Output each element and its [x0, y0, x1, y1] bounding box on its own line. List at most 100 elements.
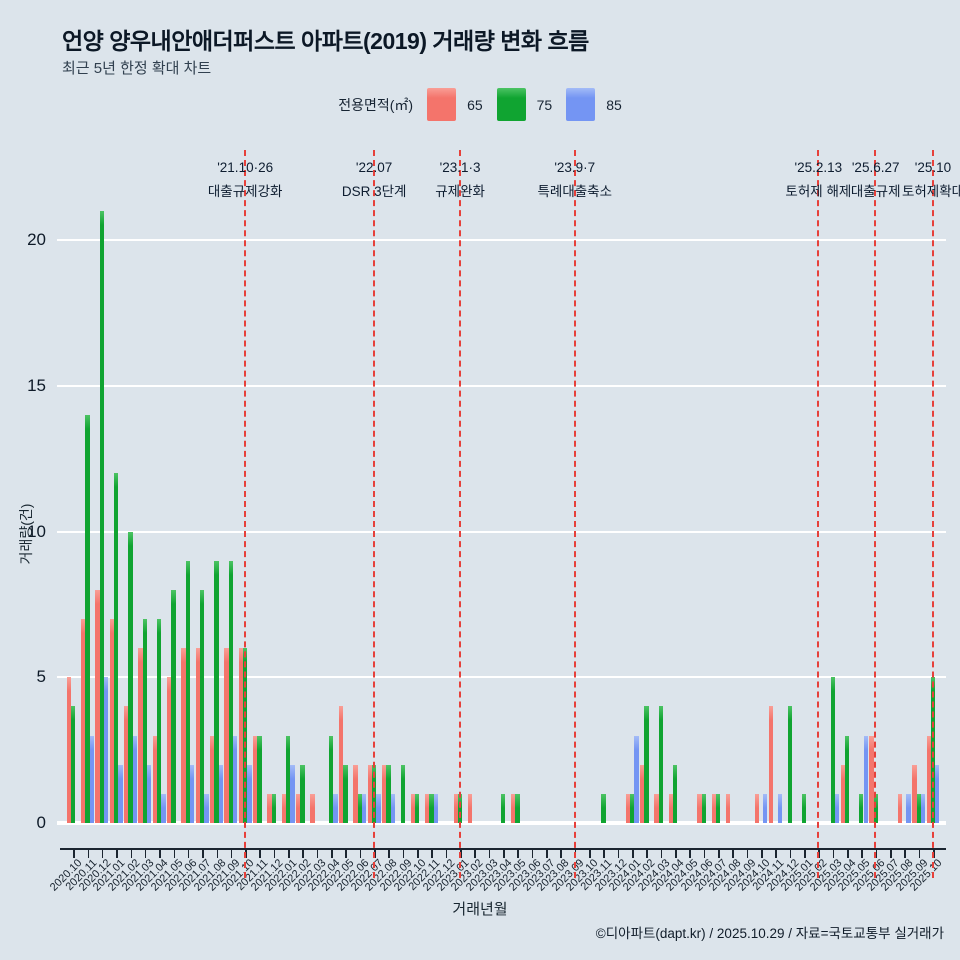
gridline-y-10: [57, 530, 946, 533]
bar-2024.04-75: [672, 764, 678, 823]
x-tick: [603, 850, 605, 858]
bar-2025.04-65: [840, 764, 845, 823]
bar-2020.10-75: [71, 706, 76, 823]
bar-2020.12-85: [104, 677, 109, 823]
event-date: '22.07: [355, 160, 393, 175]
bar-2022.08-65: [382, 764, 387, 823]
x-tick: [847, 850, 849, 858]
bar-2023.05-65: [510, 793, 516, 823]
event-date: '25.2.13: [794, 160, 843, 175]
gridline-y-5: [57, 676, 946, 679]
event-label: 대출규제: [850, 184, 901, 199]
y-tick-label-10: 10: [27, 521, 46, 541]
bar-2022.07-85: [376, 793, 381, 823]
event-label: DSR 3단계: [341, 184, 407, 199]
legend-item-85: 85: [566, 88, 622, 121]
bar-2024.04-65: [668, 793, 673, 823]
bar-2021.11-65: [253, 735, 258, 823]
bar-2024.06-75: [701, 793, 706, 823]
x-tick: [675, 850, 677, 858]
y-tick-label-0: 0: [36, 813, 46, 832]
bar-2021.01-85: [118, 764, 123, 823]
bar-2024.07-75: [715, 793, 721, 823]
x-tick: [288, 850, 290, 858]
x-tick: [173, 850, 175, 858]
bar-2020.11-85: [89, 735, 94, 823]
x-tick: [861, 850, 863, 858]
bar-2024.02-75: [644, 706, 649, 823]
x-tick: [804, 850, 806, 858]
event-label: 대출규제강화: [207, 184, 283, 199]
x-tick: [273, 850, 276, 858]
bar-2021.07-85: [204, 793, 209, 823]
bar-2022.10-65: [410, 793, 415, 823]
event-date: '23.9·7: [554, 160, 596, 175]
bar-2021.05-75: [171, 589, 176, 823]
gridline-y-0: [57, 821, 946, 825]
bar-2022.11-65: [425, 793, 430, 823]
event-label: 토허제확대: [901, 184, 960, 199]
bar-2021.03-85: [147, 764, 152, 823]
x-tick: [589, 850, 591, 858]
x-tick: [660, 850, 663, 858]
event-note-2025.06: '25.6.27 대출규제: [851, 160, 901, 200]
x-tick: [144, 850, 147, 858]
page-title: 언양 양우내안애더퍼스트 아파트(2019) 거래량 변화 흐름: [62, 28, 589, 54]
x-tick: [359, 850, 362, 858]
x-tick: [187, 850, 190, 858]
bar-2021.04-75: [157, 619, 162, 823]
x-tick: [574, 850, 577, 858]
x-tick: [703, 850, 706, 858]
bar-2022.06-85: [361, 793, 367, 823]
x-tick: [517, 850, 519, 858]
x-tick: [402, 850, 405, 858]
footer-credit: ©디아파트(dapt.kr) / 2025.10.29 / 자료=국토교통부 실…: [595, 926, 944, 941]
x-axis-line: [60, 848, 946, 850]
bar-2025.04-75: [844, 735, 850, 823]
bar-2024.07-65: [711, 793, 716, 823]
bar-2024.10-65: [754, 793, 759, 823]
bar-2021.02-75: [128, 531, 133, 823]
bar-2025.03-75: [830, 677, 835, 823]
bar-2024.01-75: [629, 793, 635, 823]
bar-2025.05-75: [859, 793, 864, 823]
y-axis-title: 거래량(건): [18, 503, 34, 565]
event-date: '23.1·3: [439, 160, 481, 175]
x-tick: [202, 850, 204, 858]
bar-2022.03-65: [310, 793, 315, 823]
bar-2020.12-65: [95, 589, 100, 823]
bar-2025.08-85: [906, 793, 911, 823]
bar-2021.08-65: [210, 735, 215, 823]
y-tick-label-20: 20: [27, 230, 46, 250]
event-line-2025.10: [931, 150, 934, 878]
bar-2022.05-75: [343, 764, 348, 823]
bar-2020.12-75: [99, 211, 104, 823]
legend-title: 전용면적(㎡): [338, 96, 414, 113]
event-date: '21.10·26: [217, 160, 274, 175]
event-note-2021.10: '21.10·26 대출규제강화: [208, 160, 283, 200]
x-tick: [560, 850, 562, 858]
x-tick: [488, 850, 491, 858]
bar-2025.10-85: [935, 764, 940, 823]
bar-2021.09-65: [224, 648, 229, 823]
bar-2021.12-75: [271, 793, 276, 823]
bar-2025.06-65: [869, 735, 874, 823]
bar-2022.09-75: [400, 764, 405, 823]
bar-2025.05-85: [863, 735, 868, 823]
x-tick: [617, 850, 620, 858]
x-tick: [431, 850, 433, 858]
event-note-2023.01: '23.1·3 규제완화: [435, 160, 485, 200]
x-tick: [445, 850, 448, 858]
bar-2025.09-65: [912, 764, 917, 823]
bar-2021.01-75: [114, 473, 119, 823]
bar-2023.05-75: [515, 793, 520, 823]
bar-2021.02-85: [132, 735, 137, 823]
bar-2021.09-75: [228, 560, 233, 823]
event-note-2022.07: '22.07 DSR 3단계: [342, 160, 407, 200]
x-tick: [216, 850, 218, 858]
legend-swatch-85: [566, 88, 596, 121]
bar-2022.06-75: [357, 793, 362, 823]
gridline-y-20: [57, 239, 946, 242]
x-tick: [259, 850, 261, 858]
bar-2022.06-65: [353, 764, 358, 823]
